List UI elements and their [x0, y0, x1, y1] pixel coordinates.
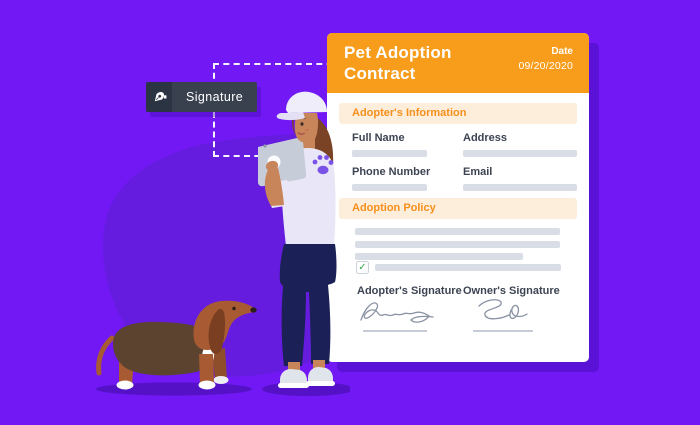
- section-header-adoption-policy: Adoption Policy: [339, 198, 577, 219]
- field-value-bar[interactable]: [352, 150, 427, 157]
- signature-field-tooltip[interactable]: Signature: [146, 82, 258, 112]
- field-value-bar[interactable]: [463, 150, 577, 157]
- dog-ear: [208, 308, 226, 354]
- lips: [297, 132, 305, 136]
- dog-body: [113, 321, 218, 376]
- adopter-signature-label: Adopter's Signature: [357, 285, 462, 297]
- policy-checkbox[interactable]: ✓: [356, 261, 369, 274]
- forearm: [264, 168, 284, 206]
- eye: [300, 122, 304, 126]
- signature-line: [363, 330, 427, 332]
- woman-illustration: [258, 91, 350, 396]
- field-label: Full Name: [352, 132, 405, 144]
- pants: [279, 244, 337, 366]
- checkmark-icon: ✓: [358, 261, 367, 273]
- field-label: Address: [463, 132, 508, 144]
- hand: [265, 160, 279, 172]
- field-value-bar[interactable]: [352, 184, 427, 191]
- cap: [276, 91, 327, 121]
- contract-header: Pet Adoption Contract Date 09/20/2020: [327, 33, 589, 93]
- field-phone-number: Phone Number: [352, 166, 463, 191]
- face: [294, 113, 319, 144]
- pet-adoption-contract-document: Pet Adoption Contract Date 09/20/2020 Ad…: [327, 33, 589, 362]
- tail: [96, 335, 115, 376]
- policy-agreement-row: ✓: [356, 261, 561, 274]
- tooltip-label: Signature: [172, 82, 258, 112]
- adopter-signature-scribble: [360, 302, 434, 323]
- field-label: Email: [463, 166, 493, 178]
- field-full-name: Full Name: [352, 132, 463, 157]
- field-value-bar[interactable]: [463, 184, 577, 191]
- date-label: Date: [551, 46, 573, 57]
- tablet-camera-dot: [263, 144, 267, 148]
- sneakers: [278, 367, 335, 388]
- dog-nose: [250, 307, 257, 313]
- owner-signature-scribble: [478, 299, 528, 320]
- signature-line: [473, 330, 533, 332]
- policy-text-line: [355, 241, 560, 248]
- field-address: Address: [463, 132, 577, 157]
- section-header-adopters-information: Adopter's Information: [339, 103, 577, 124]
- contract-date: Date 09/20/2020: [518, 46, 573, 72]
- tablet: [258, 137, 307, 187]
- policy-text-line: [355, 228, 560, 235]
- field-label: Phone Number: [352, 166, 431, 178]
- front-leg: [199, 354, 214, 384]
- dog-illustration: [96, 300, 257, 396]
- paw-print-icon: [312, 155, 334, 175]
- policy-text-line: [355, 253, 523, 260]
- pen-nib-icon: [146, 82, 172, 112]
- field-email: Email: [463, 166, 577, 191]
- owner-signature-label: Owner's Signature: [463, 285, 560, 297]
- policy-text-block: [355, 228, 560, 260]
- adopter-information-fields: Full Name Address Phone Number Email: [352, 132, 577, 191]
- date-value: 09/20/2020: [518, 60, 573, 72]
- dog-eye: [232, 306, 236, 311]
- policy-checkbox-text-line: [375, 264, 561, 271]
- contract-title: Pet Adoption Contract: [344, 43, 452, 83]
